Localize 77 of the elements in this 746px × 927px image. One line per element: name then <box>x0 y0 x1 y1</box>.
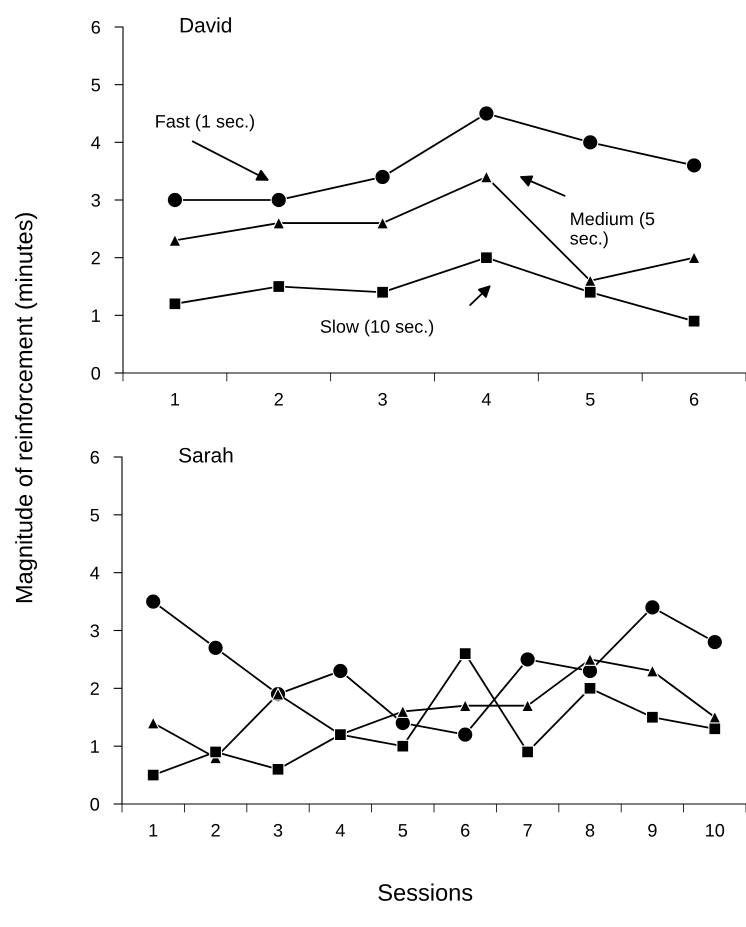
point <box>686 157 702 174</box>
point <box>644 599 661 616</box>
point <box>519 651 536 668</box>
x-axis-title: Sessions <box>378 884 472 901</box>
y-tick-label: 6 <box>92 20 100 34</box>
y-tick-label: 0 <box>90 798 100 811</box>
y-tick-label: 4 <box>91 136 100 149</box>
point <box>376 286 390 299</box>
point <box>582 134 598 151</box>
point <box>708 722 722 736</box>
point <box>480 170 493 184</box>
y-tick-label: 5 <box>91 78 100 92</box>
point <box>332 662 349 680</box>
point <box>272 762 284 776</box>
y-tick-label: 1 <box>91 740 99 753</box>
x-tick-label: 1 <box>171 393 180 406</box>
point <box>272 216 286 230</box>
point <box>146 716 160 730</box>
x-tick-label: 8 <box>586 824 594 837</box>
x-tick-label: 4 <box>336 824 345 837</box>
annotation: Slow (10 sec.) <box>320 320 434 336</box>
x-tick-label: 5 <box>398 824 408 837</box>
point <box>584 286 597 299</box>
x-tick-label: 6 <box>690 392 698 406</box>
point <box>457 726 474 743</box>
chart-title: David <box>180 17 231 33</box>
point <box>521 745 534 758</box>
y-tick-label: 3 <box>90 624 99 638</box>
point <box>478 105 495 122</box>
point <box>270 192 287 208</box>
point <box>584 682 596 695</box>
point <box>646 710 659 724</box>
point <box>166 192 184 208</box>
x-tick-label: 10 <box>706 824 724 837</box>
point <box>272 280 286 293</box>
x-tick-label: 2 <box>211 824 220 837</box>
annotation: Fast (1 sec.) <box>156 114 254 132</box>
point <box>168 234 182 247</box>
x-tick-label: 1 <box>150 824 158 837</box>
x-tick-label: 6 <box>461 824 470 837</box>
point <box>706 634 723 650</box>
point <box>207 640 224 656</box>
x-tick-label: 7 <box>524 824 532 837</box>
point <box>584 652 596 666</box>
y-tick-label: 6 <box>90 450 99 464</box>
point <box>688 251 701 264</box>
point <box>480 251 493 264</box>
y-axis-title: Magnitude of reinforcement (minutes) <box>15 213 38 602</box>
annotation: Medium (5 sec.) <box>570 212 654 248</box>
y-tick-label: 5 <box>90 508 100 522</box>
point <box>646 664 659 678</box>
y-tick-label: 1 <box>92 309 100 322</box>
point <box>334 728 347 742</box>
point <box>688 314 701 328</box>
y-tick-label: 4 <box>90 566 100 580</box>
x-tick-label: 4 <box>482 393 491 406</box>
point <box>209 745 222 758</box>
y-tick-label: 2 <box>90 682 99 695</box>
point <box>374 168 391 186</box>
point <box>376 216 390 230</box>
y-tick-label: 3 <box>91 194 100 207</box>
point <box>521 699 534 712</box>
x-tick-label: 2 <box>274 392 283 406</box>
chart-title: Sarah <box>179 447 232 463</box>
x-tick-label: 3 <box>274 824 282 837</box>
point <box>458 647 472 660</box>
y-tick-label: 0 <box>91 366 100 380</box>
x-tick-label: 9 <box>648 824 657 837</box>
point <box>458 699 472 712</box>
point <box>396 705 410 718</box>
x-tick-label: 3 <box>378 392 387 406</box>
y-tick-label: 2 <box>92 252 100 264</box>
point <box>168 297 182 310</box>
point <box>396 740 410 753</box>
point <box>146 768 160 782</box>
x-tick-label: 5 <box>586 393 595 406</box>
point <box>145 593 162 610</box>
